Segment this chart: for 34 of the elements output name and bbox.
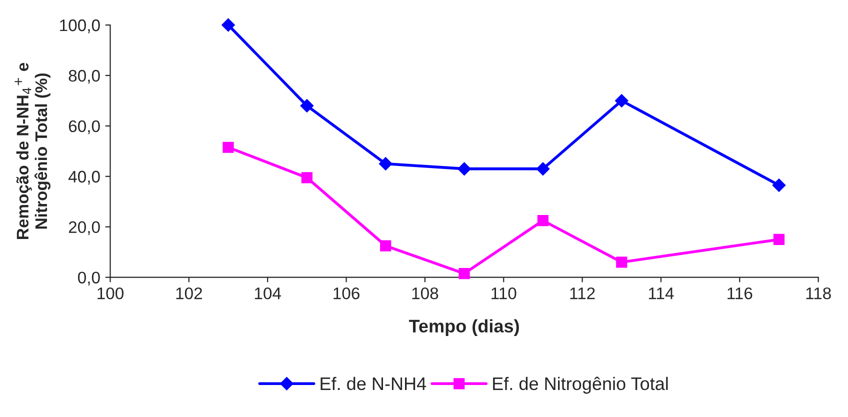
y-tick-label: 60,0 xyxy=(68,120,100,134)
legend-label: Ef. de Nitrogênio Total xyxy=(493,376,668,394)
point xyxy=(616,256,628,268)
y-tick-label: 40,0 xyxy=(68,170,100,185)
x-tick-label: 118 xyxy=(806,287,831,300)
x-tick-label: 104 xyxy=(254,287,282,300)
point xyxy=(615,94,628,108)
point xyxy=(222,18,235,32)
y-tick-label: 0,0 xyxy=(78,272,100,286)
point xyxy=(301,172,312,184)
point xyxy=(380,240,392,252)
x-tick-label: 114 xyxy=(648,288,674,300)
point xyxy=(300,99,314,112)
x-axis-title: Tempo (dias) xyxy=(408,319,519,336)
x-tick-label: 106 xyxy=(334,287,360,300)
point xyxy=(772,178,786,192)
x-tick-label: 108 xyxy=(412,287,438,300)
point xyxy=(379,157,392,170)
x-tick-label: 112 xyxy=(570,287,595,300)
point xyxy=(773,234,785,246)
legend-label: Ef. de N-NH4 xyxy=(320,376,426,390)
x-tick-label: 102 xyxy=(176,287,202,300)
x-tick-label: 110 xyxy=(492,287,516,300)
point xyxy=(222,142,234,153)
point xyxy=(458,162,471,176)
y-axis-title: Remoção de N-NH$_{4}$$^{+}$ e Nitrogênio Total (%) xyxy=(14,62,50,239)
point xyxy=(537,214,549,226)
x-tick-label: 100 xyxy=(98,287,124,300)
y-tick-label: 100,0 xyxy=(60,19,100,34)
x-tick-label: 116 xyxy=(728,287,752,300)
point xyxy=(458,268,470,280)
point xyxy=(536,162,550,176)
y-tick-label: 20,0 xyxy=(68,221,100,236)
y-tick-label: 80,0 xyxy=(68,70,100,84)
